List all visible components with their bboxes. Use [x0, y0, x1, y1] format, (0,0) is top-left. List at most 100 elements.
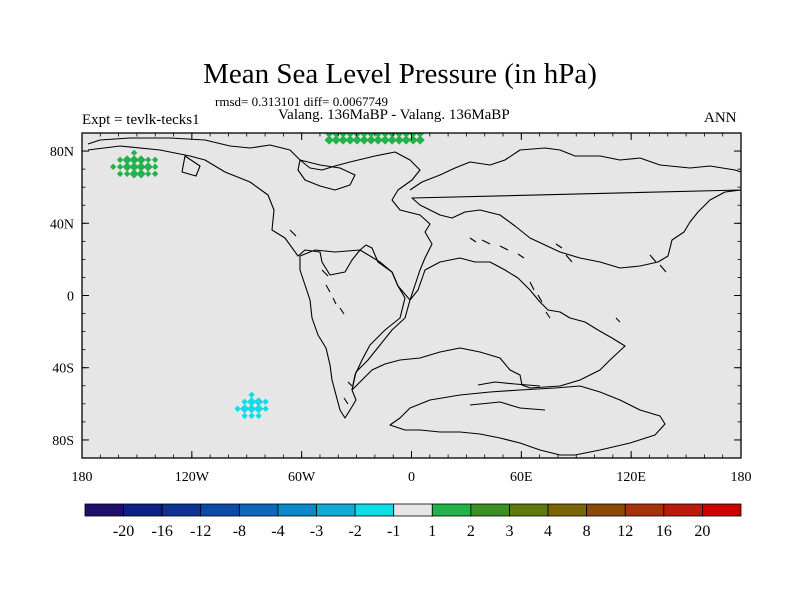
colorbar-swatch — [509, 503, 549, 517]
colorbar-label: 1 — [428, 523, 436, 540]
x-tick-label: 0 — [408, 470, 415, 485]
anomaly-cell — [380, 135, 390, 145]
y-tick-label: 40S — [52, 362, 74, 377]
anomaly-cell — [415, 135, 425, 145]
coastline-north-america — [87, 137, 433, 301]
colorbar-label: -12 — [190, 523, 211, 540]
x-tick-label: 60E — [510, 470, 533, 485]
anomaly-cell — [234, 405, 241, 413]
anomaly-cell — [262, 398, 269, 406]
colorbar-label: -8 — [233, 523, 246, 540]
subtitle-label: Valang. 136MaBP - Valang. 136MaBP — [278, 107, 510, 123]
colorbar-label: 12 — [617, 523, 633, 540]
anomaly-cell — [122, 162, 132, 172]
anomaly-cell — [387, 133, 397, 138]
coastline-south-america — [299, 249, 406, 419]
colorbar-label: 2 — [467, 523, 475, 540]
colorbar-swatch — [84, 503, 124, 517]
anomaly-layer — [109, 133, 425, 420]
x-tick-label: 120E — [616, 470, 646, 485]
colorbar-label: -4 — [271, 523, 284, 540]
colorbar-swatch — [624, 503, 665, 517]
colorbar-swatch — [431, 503, 472, 517]
y-tick-label: 80S — [52, 434, 74, 449]
coastline-africa-east-gondwana — [351, 257, 626, 391]
colorbar-label: -16 — [152, 523, 173, 540]
anomaly-cell — [144, 170, 152, 178]
anomaly-cell — [255, 412, 262, 420]
anomaly-cell — [324, 133, 334, 138]
anomaly-cell — [151, 156, 159, 164]
colorbar-label: 8 — [583, 523, 591, 540]
y-tick-label: 0 — [67, 290, 74, 305]
anomaly-cell — [246, 397, 257, 407]
colorbar-swatch — [663, 503, 703, 517]
anomaly-cell — [246, 404, 257, 414]
colorbar-swatch — [354, 503, 395, 517]
anomaly-cell — [122, 155, 132, 165]
colorbar-swatch — [238, 503, 279, 517]
x-tick-label: 180 — [72, 470, 93, 485]
anomaly-cell — [129, 155, 139, 165]
coastline-island-chains — [289, 229, 667, 323]
anomaly-region-1 — [109, 149, 159, 179]
colorbar-label: -3 — [310, 523, 323, 540]
anomaly-region-2 — [324, 133, 425, 145]
anomaly-cell — [129, 162, 139, 172]
colorbar-swatch — [123, 503, 163, 517]
anomaly-cell — [352, 133, 362, 138]
coastline-eurasia — [409, 147, 741, 269]
anomaly-cell — [345, 135, 355, 145]
anomaly-cell — [401, 135, 411, 145]
anomaly-cell — [136, 155, 146, 165]
anomaly-cell — [373, 135, 383, 145]
anomaly-cell — [253, 404, 264, 414]
anomaly-cell — [345, 133, 355, 138]
anomaly-cell — [239, 404, 250, 414]
anomaly-cell — [241, 398, 248, 406]
anomaly-cell — [324, 135, 334, 145]
colorbar-swatch — [161, 503, 202, 517]
anomaly-cell — [387, 135, 397, 145]
anomaly-cell — [151, 170, 159, 178]
anomaly-cell — [359, 133, 369, 138]
anomaly-cell — [129, 169, 139, 179]
anomaly-cell — [373, 133, 383, 138]
anomaly-cell — [338, 135, 348, 145]
anomaly-cell — [408, 133, 418, 138]
anomaly-cell — [248, 391, 255, 399]
anomaly-cell — [359, 135, 369, 145]
chart-title: Mean Sea Level Pressure (in hPa) — [203, 58, 597, 90]
y-tick-label: 40N — [50, 217, 74, 232]
anomaly-cell — [394, 133, 404, 138]
axis-ticks: 180 120W 60W 0 60E 120E 180 80N 40N 0 40S 80S — [50, 132, 752, 485]
colorbar-swatch — [547, 503, 588, 517]
colorbar-label: -1 — [387, 523, 400, 540]
anomaly-cell — [262, 405, 269, 413]
anomaly-cell — [116, 156, 124, 164]
anomaly-cell — [151, 163, 159, 171]
colorbar-label: 20 — [694, 523, 710, 540]
anomaly-cell — [253, 397, 264, 407]
anomaly-cell — [352, 135, 362, 145]
x-tick-label: 180 — [731, 470, 752, 485]
anomaly-cell — [366, 135, 376, 145]
anomaly-cell — [331, 135, 341, 145]
coastlines — [87, 137, 741, 456]
experiment-label: Expt = tevlk-tecks1 — [82, 112, 200, 128]
colorbar-label: -20 — [113, 523, 134, 540]
anomaly-cell — [136, 162, 146, 172]
anomaly-cell — [136, 169, 146, 179]
anomaly-cell — [415, 133, 425, 138]
anomaly-cell — [380, 133, 390, 138]
colorbar-label: -2 — [348, 523, 361, 540]
stats-label: rmsd= 0.313101 diff= 0.0067749 — [215, 94, 388, 109]
anomaly-cell — [408, 135, 418, 145]
colorbar: -20 -16 -12 -8 -4 -3 -2 -1 1 2 3 4 8 12 16 20 — [84, 503, 742, 540]
anomaly-cell — [338, 133, 348, 138]
anomaly-cell — [130, 149, 138, 157]
colorbar-swatch — [586, 503, 626, 517]
colorbar-label: 3 — [505, 523, 513, 540]
y-tick-label: 80N — [50, 145, 74, 160]
